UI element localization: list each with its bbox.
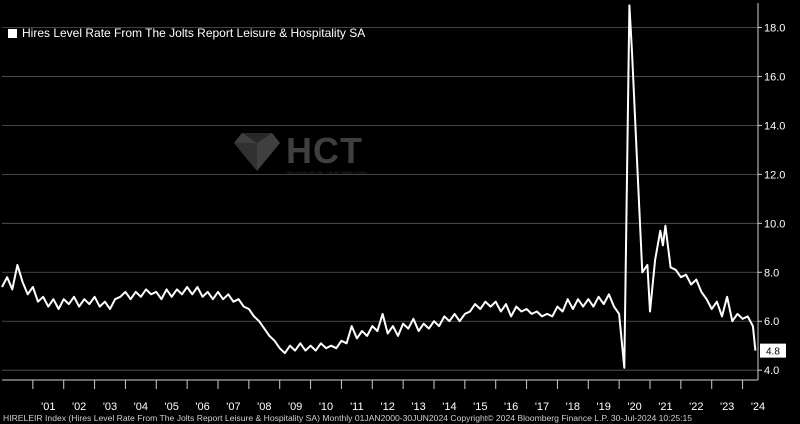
x-tick-label: '07 <box>226 401 240 413</box>
x-tick-label: '16 <box>504 401 518 413</box>
x-tick-label: '01 <box>41 401 55 413</box>
y-tick-label: 8.0 <box>764 267 779 279</box>
x-tick-label: '11 <box>350 401 364 413</box>
x-tick-label: '17 <box>535 401 549 413</box>
x-tick-label: '22 <box>689 401 703 413</box>
series-line <box>1 4 757 369</box>
y-tick-label: 12.0 <box>764 169 785 181</box>
x-tick-label: '06 <box>195 401 209 413</box>
y-axis: 4.0 6.0 8.0 10.0 12.0 14.0 16.0 18.0 <box>757 3 785 380</box>
y-tick-label: 6.0 <box>764 316 779 328</box>
legend-swatch <box>8 28 17 38</box>
diamond-logo-icon <box>234 133 280 171</box>
last-value-label: 4.8 <box>766 347 780 358</box>
x-tick-label: '14 <box>442 401 456 413</box>
x-tick-label: '02 <box>72 401 86 413</box>
watermark-text: HCT <box>286 130 363 171</box>
y-tick-label: 10.0 <box>764 218 785 230</box>
x-tick-label: '04 <box>134 401 148 413</box>
chart-footer: HIRELEIR Index (Hires Level Rate From Th… <box>3 413 693 423</box>
last-value-tag: 4.8 <box>760 343 786 358</box>
x-tick-label: '24 <box>751 401 765 413</box>
x-tick-label: '19 <box>597 401 611 413</box>
hct-watermark: HCT HIỂU ĐÚNG ĐỂ TIN - TIN ĐỂ THÀNH CÔNG <box>234 130 367 175</box>
x-tick-label: '08 <box>257 401 271 413</box>
x-tick-label: '12 <box>381 401 395 413</box>
x-tick-label: '23 <box>720 401 734 413</box>
x-tick-label: '09 <box>288 401 302 413</box>
x-tick-label: '10 <box>319 401 333 413</box>
x-tick-label: '05 <box>165 401 179 413</box>
x-tick-label: '21 <box>658 401 672 413</box>
x-tick-label: '18 <box>566 401 580 413</box>
legend: Hires Level Rate From The Jolts Report L… <box>8 26 365 40</box>
legend-label: Hires Level Rate From The Jolts Report L… <box>22 26 366 40</box>
x-tick-label: '03 <box>103 401 117 413</box>
watermark-subtext: HIỂU ĐÚNG ĐỂ TIN - TIN ĐỂ THÀNH CÔNG <box>286 170 368 175</box>
y-tick-label: 16.0 <box>764 71 785 83</box>
y-tick-label: 18.0 <box>764 22 785 34</box>
x-tick-label: '13 <box>411 401 425 413</box>
x-tick-label: '20 <box>627 401 641 413</box>
x-tick-label: '15 <box>473 401 487 413</box>
grid-lines <box>2 27 758 371</box>
x-axis: '01 '02 '03 '04 '05 '06 '07 '08 '09 '10 '11 '12 '13 '… <box>2 379 765 413</box>
y-tick-label: 14.0 <box>764 120 785 132</box>
y-tick-label: 4.0 <box>764 365 779 377</box>
